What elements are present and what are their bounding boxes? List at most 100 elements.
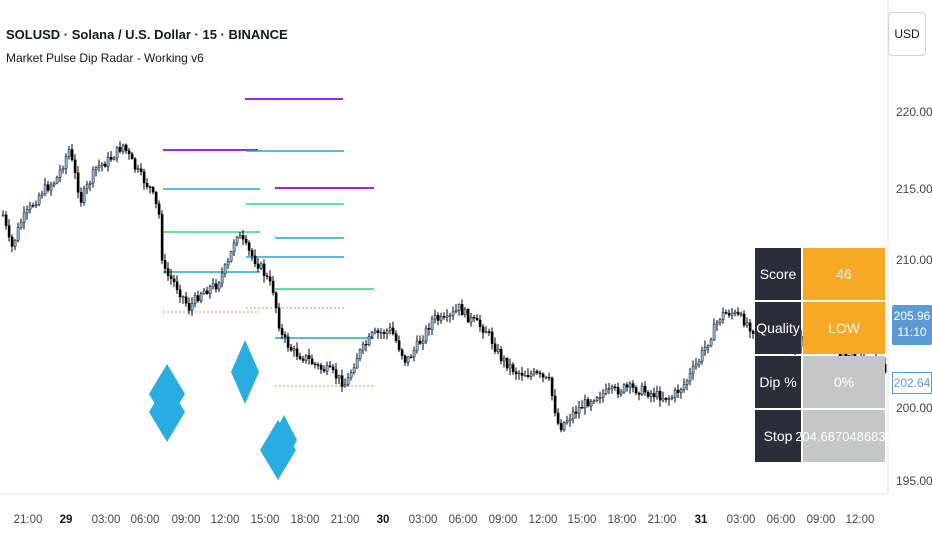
- candle-body: [394, 333, 398, 341]
- candle-body: [607, 388, 611, 390]
- candle-body: [619, 391, 623, 395]
- candle-body: [289, 347, 293, 351]
- currency-button[interactable]: USD: [888, 12, 926, 56]
- candle-body: [145, 182, 149, 188]
- x-label: 31: [694, 514, 708, 526]
- candle-body: [97, 165, 101, 168]
- candle-body: [718, 319, 722, 323]
- candle-body: [448, 314, 452, 317]
- candle-body: [451, 311, 455, 316]
- candle-body: [85, 184, 89, 190]
- candle-body: [277, 307, 281, 329]
- candle-body: [4, 214, 8, 226]
- x-label: 21:00: [330, 514, 360, 526]
- candle-body: [187, 303, 191, 311]
- x-label: 03:00: [91, 514, 121, 526]
- candle-body: [52, 182, 56, 186]
- stop-label: Stop: [755, 410, 801, 462]
- candle-body: [79, 191, 83, 203]
- candle-body: [364, 343, 368, 346]
- candle-body: [412, 350, 416, 358]
- candle-body: [151, 187, 155, 193]
- candle-body: [304, 355, 308, 361]
- x-label: 03:00: [408, 514, 438, 526]
- candle-body: [43, 184, 47, 195]
- candle-body: [637, 392, 641, 395]
- candle-body: [514, 371, 518, 375]
- candle-body: [589, 401, 593, 407]
- candle-body: [565, 420, 569, 423]
- candle-body: [436, 315, 440, 321]
- candle-body: [574, 411, 578, 414]
- candle-body: [577, 407, 581, 414]
- candle-body: [124, 144, 128, 151]
- candle-body: [604, 388, 608, 394]
- candle-body: [685, 380, 689, 385]
- candle-body: [748, 322, 752, 332]
- candle-body: [742, 313, 746, 326]
- candle-body: [424, 327, 428, 342]
- candle-body: [229, 251, 233, 262]
- candle-body: [226, 261, 230, 266]
- candle-body: [58, 169, 62, 178]
- x-label: 21:00: [13, 514, 43, 526]
- candle-body: [460, 304, 464, 315]
- candle-body: [466, 308, 470, 323]
- candle-body: [724, 312, 728, 314]
- dip-diamond: [149, 382, 185, 442]
- candle-body: [373, 330, 377, 333]
- candle-body: [235, 237, 239, 244]
- table-row-quality: Quality LOW: [755, 302, 885, 354]
- candle-body: [541, 373, 545, 378]
- candle-body: [232, 242, 236, 252]
- candle-body: [328, 365, 332, 367]
- indicator-title[interactable]: Market Pulse Dip Radar - Working v6: [6, 51, 204, 65]
- candle-body: [481, 326, 485, 333]
- score-label: Score: [755, 248, 801, 300]
- candle-body: [712, 323, 716, 340]
- candle-body: [136, 168, 140, 170]
- candle-body: [658, 390, 662, 401]
- candle-body: [370, 332, 374, 337]
- candle-body: [322, 369, 326, 372]
- candle-body: [529, 373, 533, 377]
- candle-body: [49, 184, 53, 191]
- candle-body: [697, 361, 701, 365]
- candle-body: [676, 389, 680, 393]
- candle-body: [469, 317, 473, 323]
- candle-body: [709, 339, 713, 346]
- x-label: 06:00: [766, 514, 796, 526]
- candle-body: [346, 377, 350, 386]
- candle-body: [67, 149, 71, 158]
- symbol-title[interactable]: SOLUSD · Solana / U.S. Dollar · 15 · BIN…: [6, 27, 288, 42]
- candle-body: [241, 235, 245, 240]
- candle-body: [154, 191, 158, 204]
- candle-body: [220, 273, 224, 284]
- candle-body: [106, 156, 110, 167]
- candle-body: [598, 397, 602, 399]
- candle-body: [691, 365, 695, 374]
- candle-body: [727, 313, 731, 316]
- candle-body: [265, 275, 269, 277]
- table-row-stop: Stop 204.6870486836: [755, 410, 893, 462]
- candle-body: [562, 422, 566, 431]
- candle-body: [175, 281, 179, 290]
- candle-body: [82, 188, 86, 203]
- candle-body: [190, 303, 194, 311]
- score-value: 46: [803, 248, 885, 300]
- candle-body: [118, 147, 122, 152]
- candle-body: [661, 397, 665, 401]
- x-label: 29: [59, 514, 73, 526]
- candle-body: [568, 418, 572, 421]
- candle-body: [121, 144, 125, 152]
- candle-body: [721, 312, 725, 320]
- candle-body: [610, 386, 614, 389]
- candle-body: [337, 375, 341, 379]
- candle-body: [112, 157, 116, 160]
- candle-body: [13, 240, 17, 247]
- current-price-tag: 202.64: [892, 372, 932, 394]
- candle-body: [142, 171, 146, 184]
- x-label: 12:00: [528, 514, 558, 526]
- y-label: 215.00: [896, 182, 932, 196]
